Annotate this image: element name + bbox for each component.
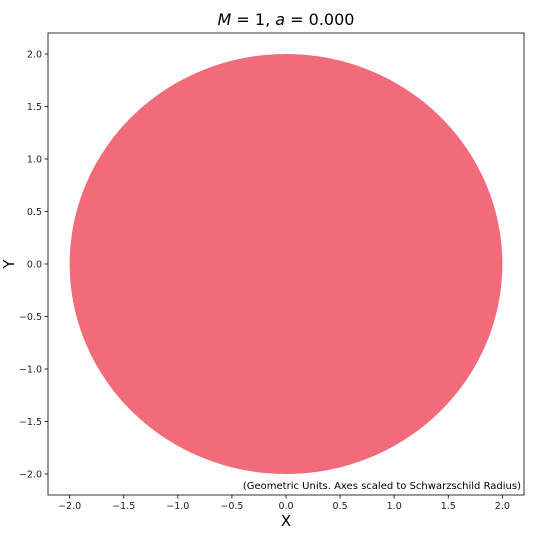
y-tick-label: 0.5 [27,207,42,218]
plot-area [69,54,503,474]
x-tick-label: −0.5 [220,501,243,512]
y-tick-label: −0.5 [19,312,42,323]
axis-ticks: −2.0 −1.5 −1.0 −0.5 0.0 0.5 1.0 1.5 2.0 −2.0 −1.5 −… [19,50,510,513]
x-tick-label: −1.5 [112,501,135,512]
axes-frame [47,32,525,496]
x-tick-label: 1.5 [441,501,456,512]
chart-title: M = 1, a = 0.000 [218,10,355,29]
x-tick-label: 0.0 [278,501,293,512]
chart-annotation: (Geometric Units. Axes scaled to Schwarz… [243,481,521,492]
x-tick-label: 0.5 [333,501,348,512]
y-tick-label: 1.5 [27,102,42,113]
y-axis-label: Y [0,259,18,270]
x-axis-label: X [281,512,291,530]
y-tick-label: 1.0 [27,155,42,166]
x-tick-label: 2.0 [495,501,510,512]
y-tick-label: 2.0 [27,50,42,61]
y-tick-label: −1.5 [19,417,42,428]
x-tick-label: 1.0 [387,501,402,512]
y-tick-label: −1.0 [19,365,42,376]
y-tick-label: −2.0 [19,470,42,481]
x-tick-label: −2.0 [58,501,81,512]
event-horizon-disk [69,54,503,474]
x-tick-label: −1.0 [166,501,189,512]
y-tick-label: 0.0 [27,260,42,271]
